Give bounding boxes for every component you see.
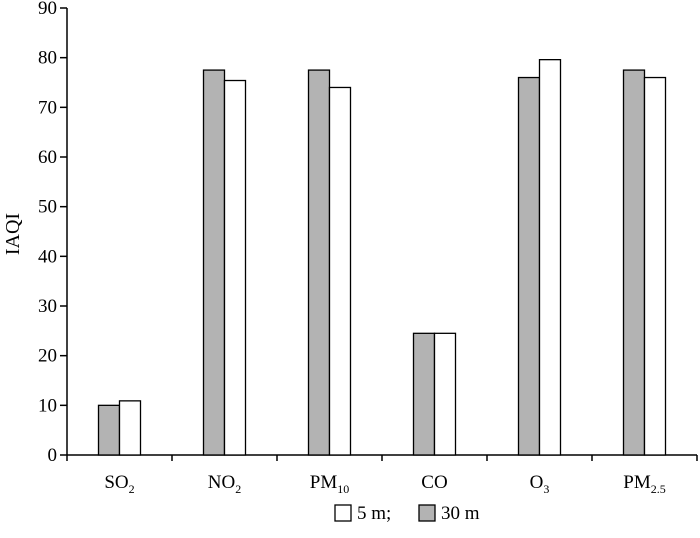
bar-5m-pm25	[643, 76, 667, 456]
legend-label-5m: 5 m;	[357, 503, 391, 524]
bar-30m-pm10	[307, 69, 331, 456]
bar-5m-pm10	[328, 86, 352, 456]
bar-5m-o3	[538, 59, 562, 456]
bar-30m-pm25	[622, 69, 646, 456]
x-tick-label: CO	[421, 472, 447, 493]
x-tick-label: PM10	[310, 472, 349, 496]
x-tick-label: O3	[530, 472, 550, 496]
bar-30m-co	[412, 332, 436, 456]
x-tick-label: NO2	[208, 472, 241, 496]
y-tick-label: 60	[38, 147, 57, 168]
y-tick-label: 40	[38, 246, 57, 267]
y-tick-label: 70	[38, 97, 57, 118]
bar-30m-no2	[202, 69, 226, 456]
legend-swatch-5m	[334, 504, 352, 522]
legend-swatch-30m	[418, 504, 436, 522]
bar-5m-co	[433, 332, 457, 456]
y-axis-title: IAQI	[2, 213, 24, 255]
plot-area: 0 10 20 30 40 50 60 70 80 90 SO2 NO2 PM10 CO O3 PM2.5	[38, 0, 698, 496]
x-tick-label: PM2.5	[623, 472, 665, 496]
x-tick-label: SO2	[104, 472, 134, 496]
y-tick-label: 80	[38, 48, 57, 69]
y-tick-label: 50	[38, 197, 57, 218]
y-tick-label: 30	[38, 296, 57, 317]
y-tick-label: 0	[48, 445, 58, 466]
bar-5m-so2	[118, 400, 142, 456]
y-tick-label: 90	[38, 0, 57, 19]
y-tick-label: 10	[38, 395, 57, 416]
bar-30m-o3	[517, 76, 541, 456]
bar-30m-so2	[97, 404, 121, 456]
legend: 5 m; 30 m	[334, 503, 480, 524]
y-tick-label: 20	[38, 346, 57, 367]
bar-5m-no2	[223, 79, 247, 456]
legend-label-30m: 30 m	[441, 503, 480, 524]
